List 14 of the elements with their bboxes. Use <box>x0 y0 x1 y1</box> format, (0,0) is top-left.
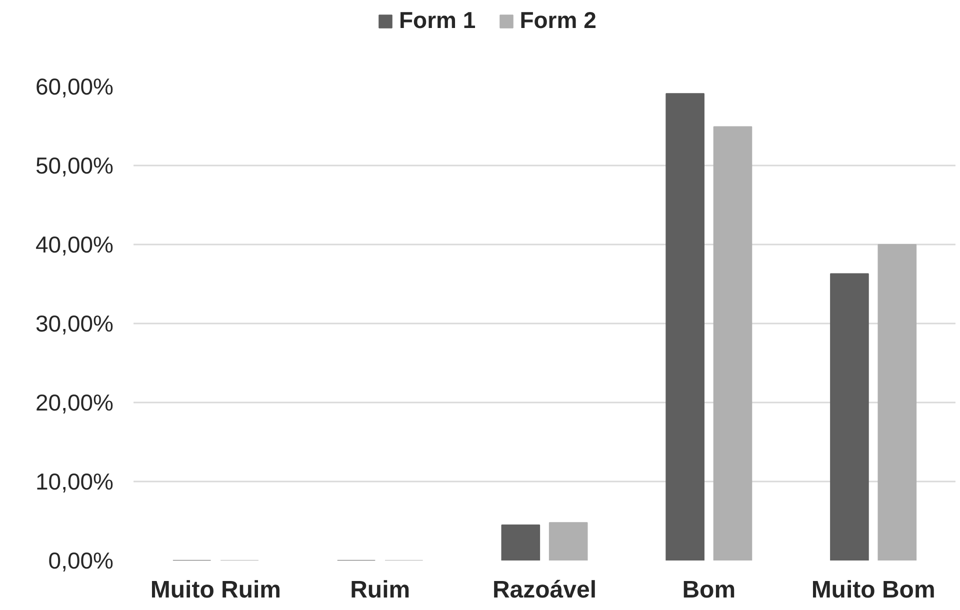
legend-label: Form 2 <box>520 7 596 34</box>
y-tick-label: 0,00% <box>48 548 114 574</box>
x-tick-label: Razoável <box>492 576 597 604</box>
y-tick-label: 60,00% <box>35 74 114 100</box>
x-tick-label: Muito Ruim <box>150 576 282 604</box>
y-tick-label: 50,00% <box>35 152 114 178</box>
legend-label: Form 1 <box>399 7 476 34</box>
y-tick-label: 10,00% <box>35 468 114 494</box>
y-tick-label: 30,00% <box>35 310 114 336</box>
x-tick-label: Ruim <box>350 576 410 604</box>
x-tick-label: Muito Bom <box>811 576 936 604</box>
x-tick-label: Bom <box>682 576 736 604</box>
y-tick-label: 20,00% <box>35 390 114 416</box>
y-tick-label: 40,00% <box>35 232 114 258</box>
